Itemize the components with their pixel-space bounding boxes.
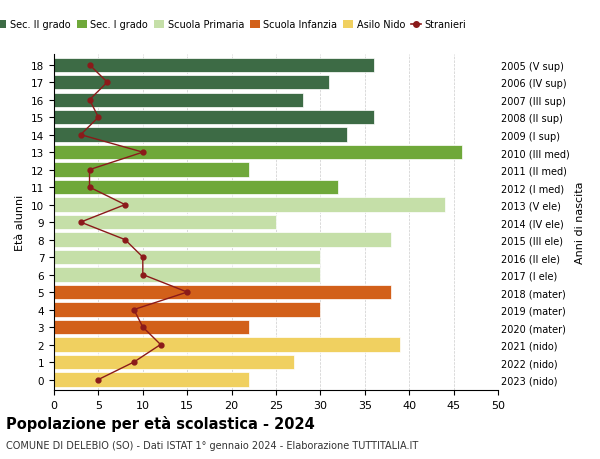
Bar (54, 163, 250, 178)
Bar (54, 198, 445, 213)
Bar (54, 58, 374, 73)
Bar (54, 233, 391, 247)
Bar (54, 355, 294, 369)
Bar (54, 338, 400, 352)
Text: Popolazione per età scolastica - 2024: Popolazione per età scolastica - 2024 (6, 415, 315, 431)
Bar (54, 268, 320, 282)
Y-axis label: Età alunni: Età alunni (16, 195, 25, 251)
Bar (54, 250, 320, 265)
Bar (54, 146, 463, 160)
Legend: Sec. II grado, Sec. I grado, Scuola Primaria, Scuola Infanzia, Asilo Nido, Stran: Sec. II grado, Sec. I grado, Scuola Prim… (0, 17, 470, 34)
Bar (54, 128, 347, 142)
Bar (54, 76, 329, 90)
Bar (54, 303, 320, 317)
Bar (54, 215, 276, 230)
Y-axis label: Anni di nascita: Anni di nascita (575, 181, 585, 264)
Bar (54, 285, 391, 300)
Bar (54, 93, 302, 107)
Text: COMUNE DI DELEBIO (SO) - Dati ISTAT 1° gennaio 2024 - Elaborazione TUTTITALIA.IT: COMUNE DI DELEBIO (SO) - Dati ISTAT 1° g… (6, 440, 418, 450)
Bar (54, 180, 338, 195)
Bar (54, 320, 250, 335)
Bar (54, 373, 250, 387)
Bar (54, 111, 374, 125)
